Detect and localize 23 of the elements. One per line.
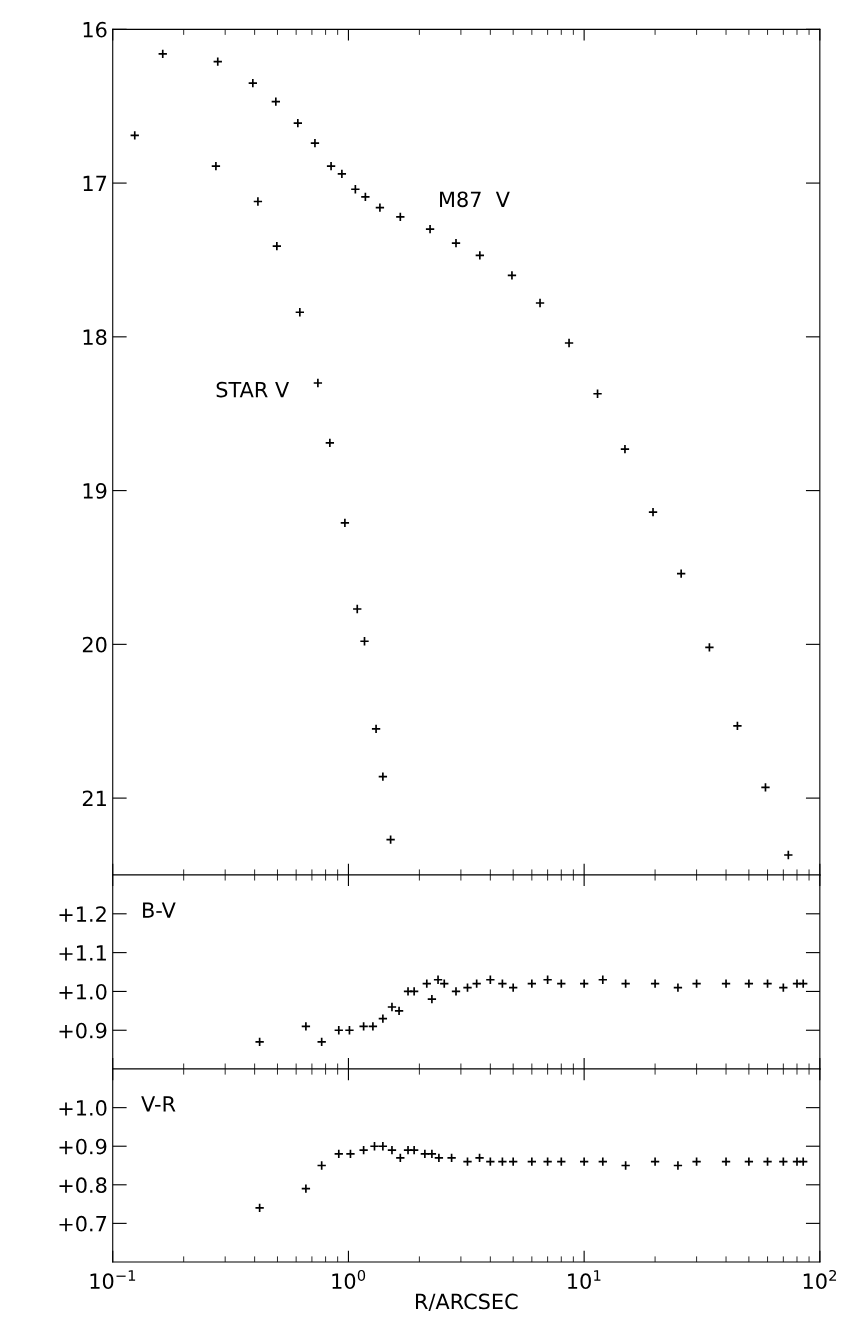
y-tick-label: 18 [83,329,107,346]
x-tick-label: 10$^{1}$ [568,1270,601,1290]
y-tick-label: +0.9 [59,1138,107,1155]
text: B-V [143,902,176,918]
y-tick-label: 20 [82,636,107,653]
series-label: M87 V [440,191,510,208]
y-tick-label: +1.2 [59,906,106,922]
y-tick-label: 21 [82,790,106,807]
y-tick-label: +0.9 [59,1022,107,1039]
x-tick-label: 10$^{−1}$ [90,1270,136,1290]
y-tick-label: +1.0 [59,1100,107,1116]
text: V-R [141,1096,176,1112]
y-tick-label: +0.7 [59,1215,107,1232]
series-label: STAR V [216,381,290,398]
x-axis-title: R/ARCSEC [416,1293,518,1311]
y-tick-label: 19 [83,483,107,499]
y-tick-label: +1.0 [59,983,107,1000]
y-tick-label: 16 [83,21,107,38]
x-tick-label: 10$^{0}$ [332,1269,366,1290]
x-tick-label: 10$^{2}$ [803,1269,837,1290]
y-tick-label: +1.1 [59,945,106,961]
y-tick-label: +0.8 [59,1177,107,1194]
y-tick-label: 17 [83,175,107,191]
